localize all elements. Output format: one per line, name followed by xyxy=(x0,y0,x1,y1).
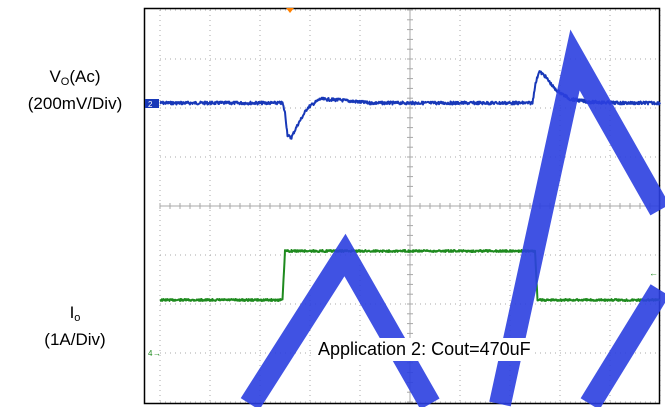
io-title: Io xyxy=(69,303,81,324)
ch2-marker-label: 2 xyxy=(148,100,153,109)
vo-scale: (200mV/Div) xyxy=(27,94,123,113)
watermark-corner xyxy=(580,284,665,407)
ch2-marker-box xyxy=(145,99,159,108)
ch4-marker-label: 4 xyxy=(148,349,153,358)
ch4-marker-arrow: → xyxy=(153,349,161,358)
io-trace xyxy=(159,249,661,302)
io-axis-label: Io (1A/Div) xyxy=(20,302,130,350)
application-annotation: Application 2: Cout=470uF xyxy=(315,338,534,361)
vo-axis-label: VO(Ac) (200mV/Div) xyxy=(0,66,150,114)
watermark-slash xyxy=(489,29,665,407)
watermark-chevron xyxy=(240,233,440,407)
trigger-marker xyxy=(286,8,294,13)
io-scale: (1A/Div) xyxy=(44,330,106,349)
channel-markers: 2 4 → ← xyxy=(145,8,658,358)
ch4-trigger-arrow: ← xyxy=(649,268,658,278)
vo-title: VO(Ac) xyxy=(49,67,101,88)
